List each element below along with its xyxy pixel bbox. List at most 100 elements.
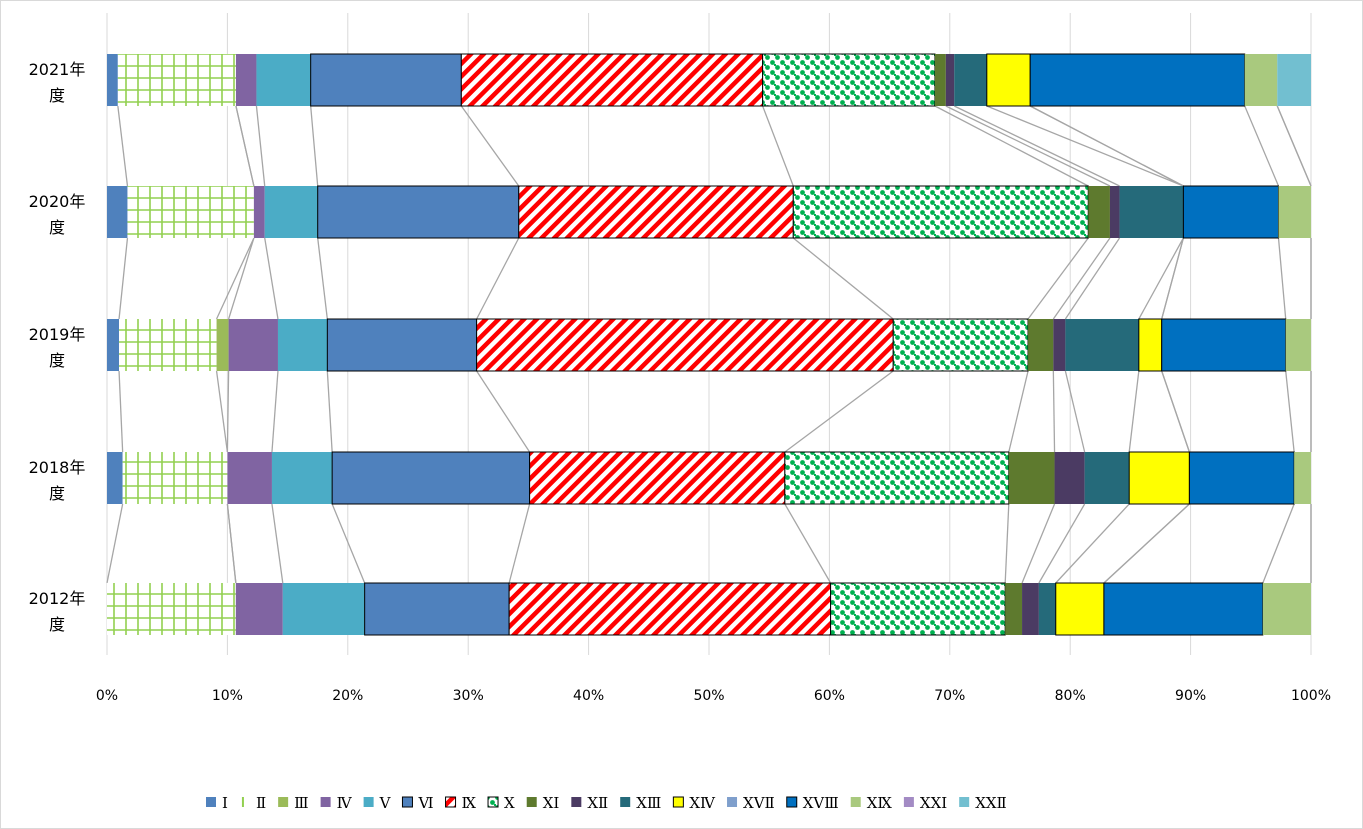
series-connector-line <box>1128 370 1140 453</box>
legend-label: Ⅳ <box>337 794 353 812</box>
legend-label: XⅤⅡ <box>743 794 775 812</box>
bar-segment <box>1055 582 1105 636</box>
bar-segment <box>310 53 462 107</box>
series-connector-line <box>271 370 279 453</box>
series-connector-line <box>1244 105 1280 187</box>
legend-swatch <box>278 797 289 807</box>
series-connector-line <box>1021 503 1056 584</box>
bar-segment <box>1053 319 1066 371</box>
bar-segment <box>460 53 764 107</box>
legend-swatch <box>320 797 331 807</box>
series-connector-line <box>784 503 832 584</box>
series-connector-line <box>476 370 531 453</box>
legend-entry: Ⅰ <box>206 794 228 812</box>
bar-segment <box>127 186 254 238</box>
legend-label: Ⅲ <box>294 794 308 812</box>
series-connector-line <box>1029 105 1184 187</box>
legend-label: XⅡ <box>587 794 608 812</box>
x-tick-label: 90% <box>1175 688 1206 704</box>
bar-segment <box>253 186 265 238</box>
bar-segment <box>1022 583 1039 635</box>
series-connector-line <box>934 105 1089 187</box>
series-connector-line <box>255 105 266 187</box>
series-connector-line <box>1038 503 1086 584</box>
x-tick-label: 20% <box>332 688 363 704</box>
bar-segment <box>1065 319 1139 371</box>
legend-label: XXⅡ <box>975 794 1007 812</box>
legend-swatch <box>903 797 914 807</box>
x-tick-label: 100% <box>1291 688 1331 704</box>
legend-label: Ⅸ <box>462 794 477 812</box>
legend-entry: XⅨ <box>850 794 893 812</box>
bar-segment <box>107 452 123 504</box>
x-tick-label: 40% <box>573 688 604 704</box>
bar-segment <box>1029 53 1246 107</box>
series-connector-line <box>784 370 894 453</box>
bar-segment <box>892 318 1029 372</box>
bar-segment <box>830 582 1006 636</box>
legend-swatch <box>241 797 244 807</box>
legend-label: XⅣ <box>689 794 716 812</box>
legend-entry: Ⅸ <box>445 794 477 812</box>
series-connector-line <box>106 503 124 584</box>
bar-segment <box>364 582 510 636</box>
series-connector-line <box>1055 503 1130 584</box>
legend-label: XⅤⅢ <box>803 794 839 812</box>
bar-segment <box>1277 54 1311 106</box>
legend-entry: Ⅵ <box>401 794 434 812</box>
series-connector-line <box>508 503 531 584</box>
bar-segment <box>107 186 128 238</box>
series-connector-line <box>118 370 124 453</box>
series-connector-line <box>215 237 255 320</box>
x-tick-label: 10% <box>212 688 243 704</box>
series-connector-line <box>310 105 319 187</box>
legend-label: XⅢ <box>636 794 661 812</box>
category-label: 2021年 <box>29 60 86 79</box>
legend-swatch <box>401 796 413 808</box>
bar-segment <box>986 53 1031 107</box>
bar-segment <box>1285 319 1311 371</box>
series-connector-line <box>215 370 229 453</box>
series-connector-line <box>460 105 520 187</box>
bar-segment <box>216 319 229 371</box>
bar-segment <box>122 452 228 504</box>
series-connector-line <box>1161 370 1191 453</box>
legend-swatch <box>571 797 582 807</box>
legend-entry: Ⅲ <box>278 794 309 812</box>
legend-entry: XⅤⅢ <box>786 794 839 812</box>
series-connector-line <box>1027 237 1089 320</box>
bar-segment <box>107 319 120 371</box>
bar-segment <box>119 319 217 371</box>
bar-segment <box>1088 186 1110 238</box>
bar-segment <box>282 583 365 635</box>
series-connector-line <box>264 237 279 320</box>
legend-swatch <box>850 797 861 807</box>
series-connector-line <box>1052 370 1056 453</box>
bar-segment <box>934 54 946 106</box>
bar-segment <box>1005 583 1023 635</box>
bar-segment <box>1138 318 1163 372</box>
legend-label: XⅨ <box>867 794 893 812</box>
series-connector-line <box>762 105 794 187</box>
category-label: 度 <box>49 86 65 105</box>
series-connector-line <box>1262 503 1295 584</box>
series-connector-line <box>986 105 1184 187</box>
x-tick-label: 50% <box>693 688 724 704</box>
bar-segment <box>235 54 257 106</box>
category-label: 2019年 <box>29 325 86 344</box>
category-label: 度 <box>49 615 65 634</box>
x-tick-label: 0% <box>96 688 118 704</box>
bar-segment <box>117 54 236 106</box>
legend-entry: XⅠ <box>526 794 559 812</box>
series-connector-line <box>953 105 1120 187</box>
series-connector-line <box>226 503 237 584</box>
bar-segment <box>317 185 520 239</box>
bar-segment <box>518 185 794 239</box>
legend-swatch <box>445 796 457 808</box>
bar-segment <box>1161 318 1287 372</box>
bar-segment <box>784 451 1010 505</box>
series-connector-line <box>235 105 255 187</box>
bar-segment <box>529 451 786 505</box>
legend-swatch <box>487 796 499 808</box>
series-connector-line <box>1138 237 1184 320</box>
